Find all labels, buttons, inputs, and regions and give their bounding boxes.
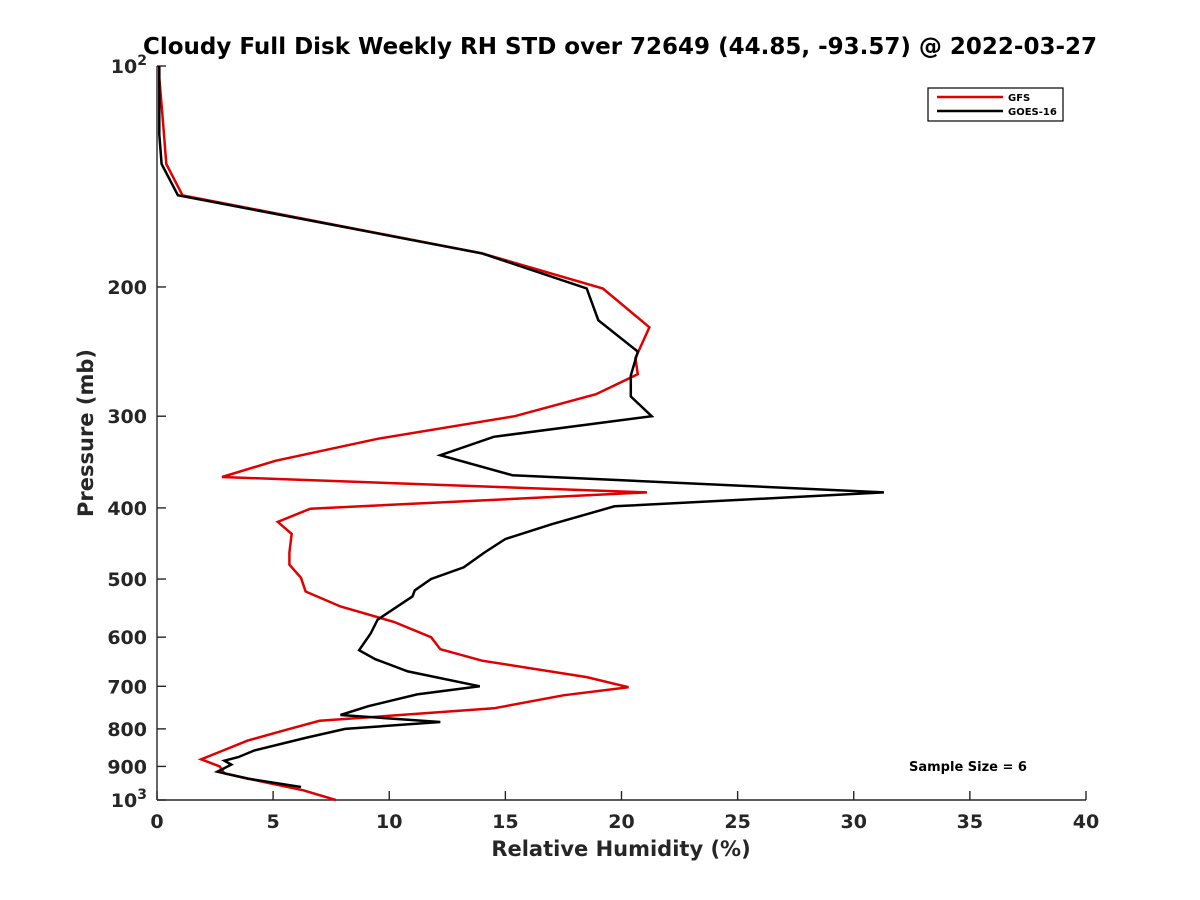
legend-box <box>927 87 1064 122</box>
y-tick-label: 400 <box>107 498 147 520</box>
x-tick-label: 15 <box>492 811 518 833</box>
axis-ticks: 0 5 10 15 20 25 30 35 40102200300400500600700800… <box>107 53 1099 833</box>
y-tick-label: 700 <box>107 676 147 698</box>
plot-area: 0 5 10 15 20 25 30 35 40102200300400500600700800… <box>107 53 1099 833</box>
series-line-goes16 <box>158 66 884 789</box>
x-tick-label: 30 <box>841 811 867 833</box>
x-tick-label: 5 <box>267 811 280 833</box>
y-tick-label: 900 <box>107 756 147 778</box>
x-tick-label: 40 <box>1073 811 1099 833</box>
y-tick-label: 800 <box>107 719 147 741</box>
x-tick-label: 0 <box>150 811 163 833</box>
y-tick-label: 300 <box>107 406 147 428</box>
legend-label-gfs: GFS <box>1008 93 1030 104</box>
y-tick-label: 600 <box>107 627 147 649</box>
chart-title: Cloudy Full Disk Weekly RH STD over 7264… <box>143 34 1097 60</box>
legend: GFS GOES-16 <box>927 87 1064 122</box>
x-tick-label: 10 <box>376 811 402 833</box>
x-axis-label: Relative Humidity (%) <box>491 837 750 861</box>
x-tick-label: 20 <box>608 811 634 833</box>
series-lines <box>158 66 884 802</box>
y-axis-label: Pressure (mb) <box>74 349 98 517</box>
x-tick-label: 25 <box>724 811 750 833</box>
series-line-gfs <box>158 66 651 802</box>
sample-size-annotation: Sample Size = 6 <box>909 760 1027 775</box>
y-tick-label: 500 <box>107 569 147 591</box>
legend-label-goes16: GOES-16 <box>1008 107 1057 118</box>
y-tick-label: 200 <box>107 277 147 299</box>
x-tick-label: 35 <box>957 811 983 833</box>
